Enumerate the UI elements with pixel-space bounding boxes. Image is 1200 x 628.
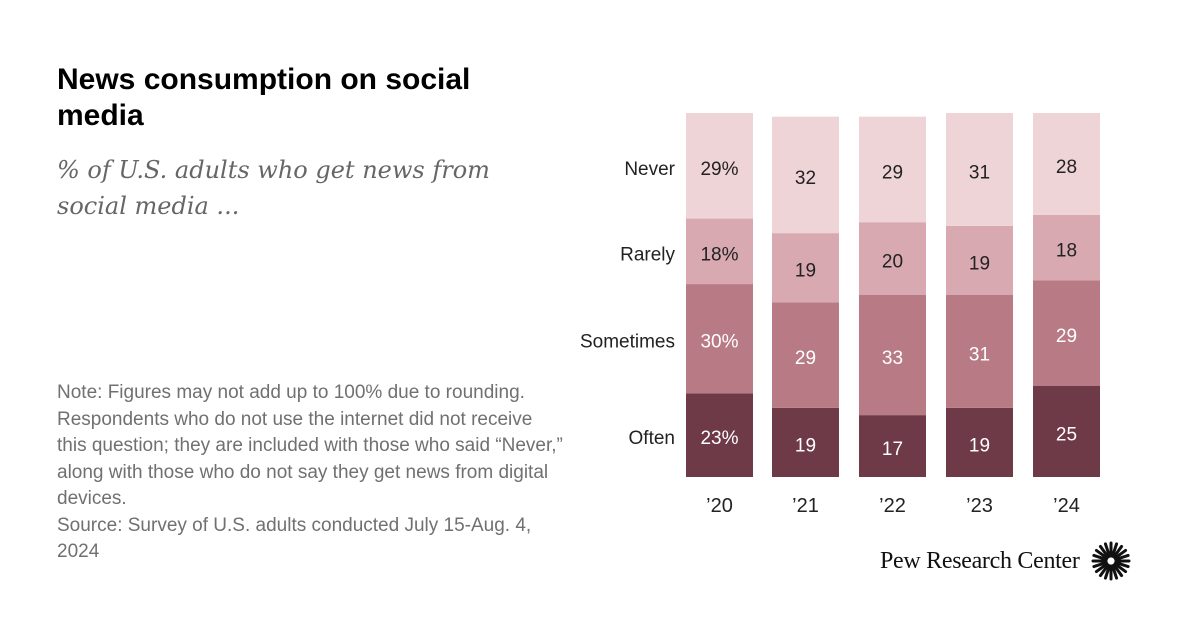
data-label-rarely-1: 19: [795, 261, 816, 282]
data-label-never-1: 32: [795, 168, 816, 189]
bar-never-1: [772, 116, 839, 234]
pew-logo-icon: [1091, 541, 1131, 581]
bar-never-0: [686, 113, 753, 219]
bar-rarely-2: [859, 222, 926, 295]
data-label-rarely-4: 18: [1056, 241, 1077, 262]
data-label-never-3: 31: [969, 162, 990, 183]
bar-often-1: [772, 407, 839, 477]
series-label-never: Never: [624, 159, 675, 180]
bar-often-2: [859, 415, 926, 477]
x-tick-label-3: ’23: [966, 495, 993, 517]
data-label-sometimes-4: 29: [1056, 326, 1077, 347]
bar-rarely-4: [1033, 214, 1100, 281]
note-text: Note: Figures may not add up to 100% due…: [57, 382, 563, 509]
bar-rarely-1: [772, 233, 839, 303]
data-label-never-2: 29: [882, 162, 903, 183]
bar-never-4: [1033, 113, 1100, 215]
data-label-sometimes-3: 31: [969, 344, 990, 365]
data-label-often-2: 17: [882, 439, 903, 460]
chart-subtitle: % of U.S. adults who get news from socia…: [57, 156, 490, 220]
bar-rarely-3: [946, 225, 1013, 295]
x-tick-label-0: ’20: [706, 495, 733, 517]
bar-never-2: [859, 116, 926, 223]
bar-often-0: [686, 393, 753, 477]
series-label-often: Often: [629, 428, 675, 449]
x-tick-label-1: ’21: [792, 495, 819, 517]
data-label-rarely-2: 20: [882, 252, 903, 273]
brand-block: Pew Research Center: [880, 540, 1132, 582]
brand-name: Pew Research Center: [880, 547, 1080, 574]
series-label-sometimes: Sometimes: [580, 332, 675, 353]
bar-often-3: [946, 407, 1013, 477]
data-label-sometimes-2: 33: [882, 348, 903, 369]
bar-often-4: [1033, 386, 1100, 477]
data-label-often-1: 19: [795, 435, 816, 456]
data-label-often-3: 19: [969, 435, 990, 456]
notes-block: Note: Figures may not add up to 100% due…: [57, 380, 567, 566]
source-text: Source: Survey of U.S. adults conducted …: [57, 514, 532, 563]
bar-sometimes-2: [859, 295, 926, 416]
data-label-often-4: 25: [1056, 425, 1077, 446]
chart-title: News consumption on social media: [57, 63, 471, 132]
data-label-sometimes-0: 30%: [700, 332, 738, 353]
bar-sometimes-4: [1033, 280, 1100, 386]
x-tick-label-2: ’22: [879, 495, 906, 517]
bar-sometimes-0: [686, 284, 753, 394]
bar-sometimes-3: [946, 295, 1013, 408]
data-label-never-0: 29%: [700, 159, 738, 180]
series-label-rarely: Rarely: [620, 244, 675, 265]
bar-sometimes-1: [772, 302, 839, 408]
data-label-never-4: 28: [1056, 157, 1077, 178]
data-label-rarely-3: 19: [969, 253, 990, 274]
data-label-often-0: 23%: [700, 428, 738, 449]
bar-rarely-0: [686, 218, 753, 285]
data-label-rarely-0: 18%: [700, 244, 738, 265]
data-label-sometimes-1: 29: [795, 348, 816, 369]
bar-never-3: [946, 113, 1013, 226]
x-tick-label-4: ’24: [1053, 495, 1080, 517]
